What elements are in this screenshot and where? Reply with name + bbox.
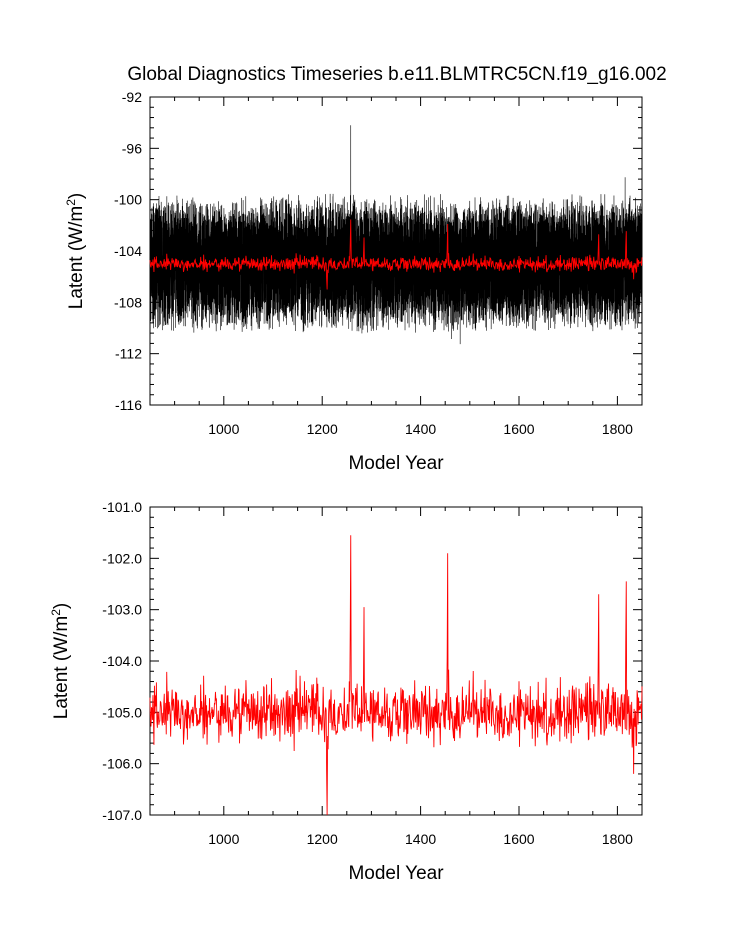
y-axis-label: Latent (W/m2) (49, 603, 72, 720)
y-tick-label: -104 (114, 243, 142, 259)
x-axis-label: Model Year (348, 453, 444, 474)
y-tick-label: -106.0 (102, 756, 142, 772)
series-lines (149, 125, 643, 345)
y-tick-label: -104.0 (102, 653, 142, 669)
y-tick-label: -108 (114, 294, 142, 310)
upper-panel: -92-96-100-104-108-112-116 1000 1200 1400 1… (64, 89, 643, 474)
monthly-series-line (149, 125, 643, 345)
y-tick-label: -103.0 (102, 602, 142, 618)
x-tick-labels: 1000 1200 1400 1600 1800 (208, 831, 633, 847)
ticks (149, 506, 643, 816)
series-lines (149, 535, 643, 816)
lower-panel: -101.0 -102.0 -103.0 -104.0 -105.0 -106.0 -107… (49, 499, 643, 884)
x-tick-label: 1800 (602, 421, 633, 437)
y-tick-label: -107.0 (102, 807, 142, 823)
y-tick-label: -96 (122, 140, 142, 156)
y-axis-label-superscript: 2 (49, 609, 63, 616)
plot-frame (149, 506, 643, 816)
y-axis-label-superscript: 2 (64, 199, 78, 206)
x-tick-label: 1800 (602, 831, 633, 847)
y-tick-label: -101.0 (102, 499, 142, 515)
x-tick-label: 1400 (405, 831, 436, 847)
figure-title: Global Diagnostics Timeseries b.e11.BLMT… (127, 64, 666, 85)
x-tick-label: 1400 (405, 421, 436, 437)
y-axis-label: Latent (W/m2) (64, 193, 87, 310)
x-tick-label: 1200 (307, 421, 338, 437)
y-tick-label: -102.0 (102, 550, 142, 566)
y-tick-label: -116 (115, 397, 142, 413)
annual-series-line (149, 535, 643, 816)
x-tick-label: 1600 (503, 831, 534, 847)
y-tick-labels: -92 -96 -100 -104 -108 -112 -116 (114, 89, 142, 413)
x-tick-label: 1600 (503, 421, 534, 437)
y-tick-label: -92 (122, 89, 142, 105)
x-tick-label: 1000 (208, 421, 239, 437)
y-tick-label: -105.0 (102, 704, 142, 720)
y-tick-labels: -101.0 -102.0 -103.0 -104.0 -105.0 -106.0 -107… (102, 499, 142, 823)
x-tick-label: 1200 (307, 831, 338, 847)
y-tick-label: -100 (114, 192, 142, 208)
annual-series-line (149, 219, 643, 290)
y-tick-label: -112 (115, 346, 142, 362)
x-tick-label: 1000 (208, 831, 239, 847)
x-axis-label: Model Year (348, 863, 444, 884)
x-tick-labels: 1000 1200 1400 1600 1800 (208, 421, 633, 437)
